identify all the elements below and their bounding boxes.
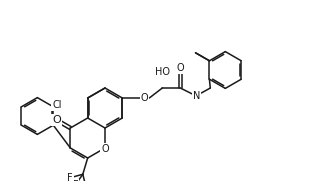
Text: N: N <box>193 91 200 101</box>
Text: HO: HO <box>155 67 170 77</box>
Text: F: F <box>73 180 78 181</box>
Text: O: O <box>101 144 109 154</box>
Text: Cl: Cl <box>52 100 61 110</box>
Text: O: O <box>141 93 148 103</box>
Text: O: O <box>52 115 61 125</box>
Text: O: O <box>176 63 184 73</box>
Text: F: F <box>67 173 73 181</box>
